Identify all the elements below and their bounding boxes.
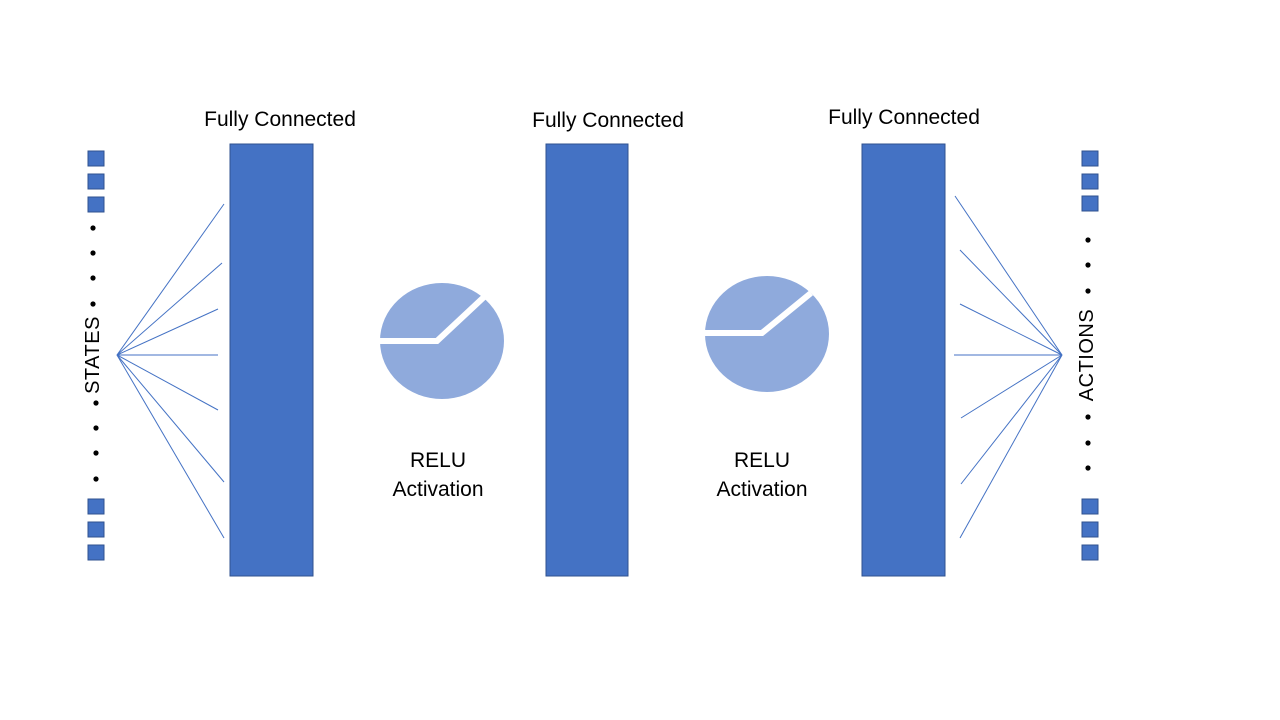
output-node xyxy=(1081,521,1099,538)
relu-label-line2: Activation xyxy=(716,478,808,501)
relu-label-line1: RELU xyxy=(733,449,791,472)
ellipsis-dot xyxy=(1085,465,1091,471)
output-node xyxy=(1081,498,1099,515)
output-node xyxy=(1081,173,1099,190)
connection-line xyxy=(116,262,223,356)
fc-layer-3 xyxy=(861,143,946,577)
ellipsis-dot xyxy=(90,225,96,231)
fc-layer-1 xyxy=(229,143,314,577)
ellipsis-dot xyxy=(93,450,99,456)
relu-icon xyxy=(704,276,829,392)
relu-icon xyxy=(380,283,504,399)
connection-line xyxy=(959,303,1063,356)
connection-line xyxy=(954,195,1063,356)
input-node xyxy=(87,173,105,190)
input-node xyxy=(87,544,105,561)
connection-line xyxy=(960,354,1063,485)
output-node xyxy=(1081,195,1099,212)
ellipsis-dot xyxy=(1085,237,1091,243)
input-node xyxy=(87,150,105,167)
actions-label: ACTIONS xyxy=(1076,308,1098,402)
ellipsis-dot xyxy=(90,275,96,281)
fc-layer-2 xyxy=(545,143,629,577)
output-connections xyxy=(954,195,1063,539)
ellipsis-dot xyxy=(1085,262,1091,268)
relu-label-1: RELU Activation xyxy=(392,446,483,504)
output-node xyxy=(1081,150,1099,167)
fc-layer-3-title: Fully Connected xyxy=(828,106,980,129)
connection-line xyxy=(116,354,225,483)
input-node xyxy=(87,196,105,213)
ellipsis-dot xyxy=(93,400,99,406)
output-ellipsis-dots xyxy=(1085,237,1091,471)
states-label: STATES xyxy=(82,316,104,394)
connection-line xyxy=(116,354,225,539)
ellipsis-dot xyxy=(1085,414,1091,420)
output-nodes xyxy=(1081,150,1099,561)
connection-line xyxy=(959,354,1063,539)
connection-line xyxy=(116,354,219,411)
ellipsis-dot xyxy=(1085,288,1091,294)
input-connections xyxy=(116,203,225,539)
ellipsis-dot xyxy=(90,301,96,307)
ellipsis-dot xyxy=(1085,440,1091,446)
ellipsis-dot xyxy=(93,476,99,482)
connection-line xyxy=(116,308,219,356)
ellipsis-dot xyxy=(90,250,96,256)
input-node xyxy=(87,521,105,538)
input-ellipsis-dots xyxy=(90,225,99,482)
ellipsis-dot xyxy=(93,425,99,431)
relu-label-line2: Activation xyxy=(392,478,484,501)
relu-label-2: RELU Activation xyxy=(716,446,807,504)
output-node xyxy=(1081,544,1099,561)
fc-layer-1-title: Fully Connected xyxy=(204,108,356,131)
connection-line xyxy=(960,354,1063,419)
fc-layer-2-title: Fully Connected xyxy=(532,109,684,132)
input-nodes xyxy=(87,150,105,561)
relu-label-line1: RELU xyxy=(409,449,467,472)
input-node xyxy=(87,498,105,515)
connection-line xyxy=(116,203,225,356)
connection-line xyxy=(959,249,1063,356)
